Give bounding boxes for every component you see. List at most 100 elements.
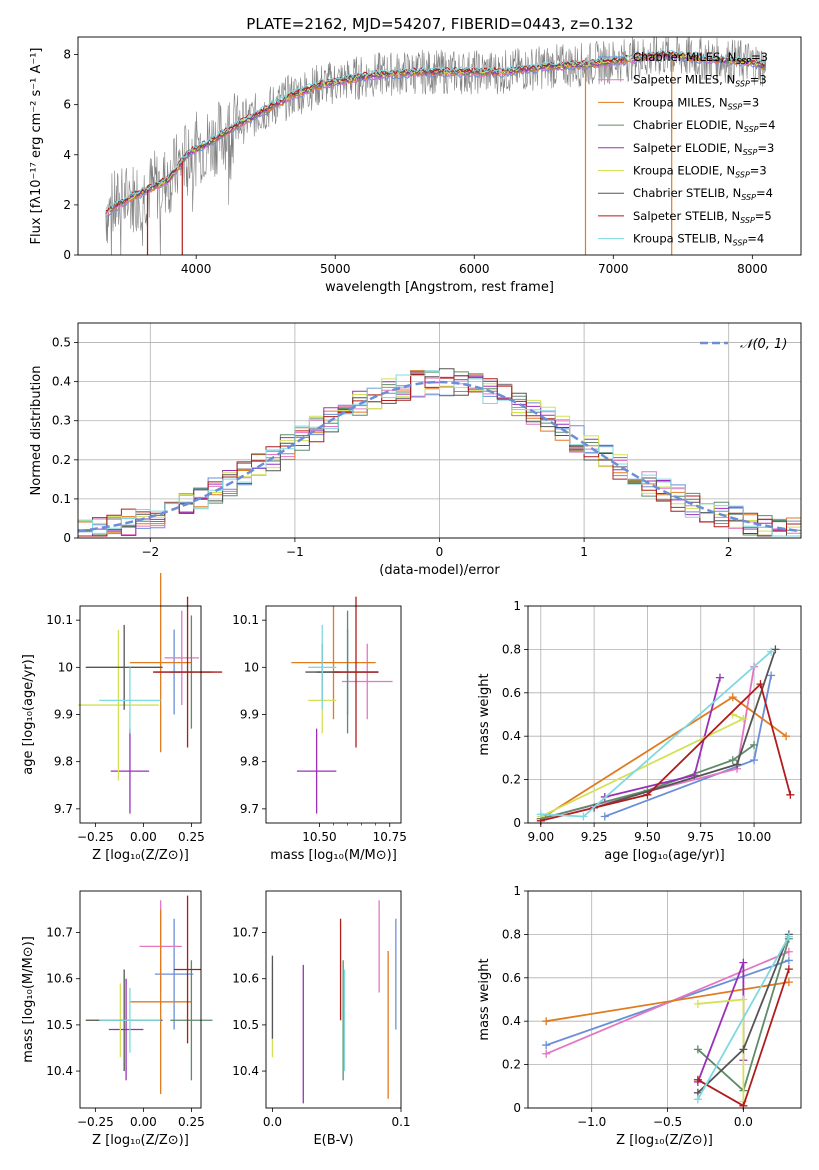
y-tick-label: 0.8 bbox=[502, 642, 521, 656]
model-spectrum-line bbox=[105, 49, 766, 212]
x-tick-label: −1 bbox=[286, 545, 304, 559]
data-point-marker bbox=[693, 999, 702, 1008]
x-axis-label: Z [log₁₀(Z/Z⊙)] bbox=[616, 1133, 713, 1148]
plot-area bbox=[85, 895, 213, 1095]
legend-label-suffix: =4 bbox=[747, 232, 764, 246]
data-point-marker bbox=[784, 965, 793, 974]
chart-panel-weight-vs-Z: −1.0 −0.5 0.0 0 0.2 0.4 0.6 0.8 1 Z [log₁₀(Z/Z⊙)]… bbox=[477, 884, 802, 1148]
x-tick-label: 0.25 bbox=[178, 830, 205, 844]
axes-frame bbox=[265, 890, 402, 1109]
legend-label-name: Chabrier STELIB, N bbox=[633, 186, 741, 200]
plot-panels: 4000 5000 6000 7000 8000 0 2 4 6 8 wavelength [Ang… bbox=[21, 36, 802, 1148]
plot-area bbox=[105, 37, 767, 255]
x-tick-label: −2 bbox=[141, 545, 159, 559]
x-tick-label: 10.75 bbox=[373, 830, 407, 844]
y-tick-label: 10.5 bbox=[232, 1018, 259, 1032]
legend-label: Kroupa ELODIE, NSSP=3 bbox=[633, 164, 767, 180]
chart-panel-spectrum: 4000 5000 6000 7000 8000 0 2 4 6 8 wavelength [Ang… bbox=[29, 36, 802, 295]
x-tick-label: 0.0 bbox=[734, 1115, 753, 1129]
y-axis-label: mass [log₁₀(M/M⊙)] bbox=[21, 936, 36, 1063]
x-axis-label: E(B-V) bbox=[313, 1133, 353, 1148]
y-tick-label: 0.2 bbox=[502, 773, 521, 787]
data-point-marker bbox=[784, 947, 793, 956]
y-tick-label: 0.5 bbox=[52, 336, 71, 350]
legend-label: Kroupa MILES, NSSP=3 bbox=[633, 95, 759, 111]
series-line bbox=[545, 950, 790, 1055]
series-line bbox=[540, 682, 792, 822]
y-tick-label: 0 bbox=[63, 531, 71, 545]
data-point-marker bbox=[771, 645, 780, 654]
y-axis-label: Flux [fλ10⁻¹⁷ erg cm⁻² s⁻¹ A⁻¹] bbox=[29, 48, 44, 245]
y-tick-label: 0.4 bbox=[52, 375, 71, 389]
legend-label-sub: SSP bbox=[733, 239, 748, 248]
y-tick-label: 4 bbox=[63, 148, 71, 162]
x-tick-label: 1 bbox=[580, 545, 588, 559]
histogram-step bbox=[78, 372, 801, 537]
x-axis-label: Z [log₁₀(Z/Z⊙)] bbox=[92, 848, 189, 863]
legend-label-suffix: =4 bbox=[759, 118, 776, 132]
legend-label: Chabrier ELODIE, NSSP=4 bbox=[633, 118, 775, 134]
y-axis-label: Normed distribution bbox=[29, 366, 44, 496]
legend-label-sub: SSP bbox=[728, 102, 743, 111]
legend-label-name: Kroupa MILES, N bbox=[633, 95, 728, 109]
data-point-marker bbox=[733, 760, 742, 769]
legend-label-suffix: =3 bbox=[750, 164, 767, 178]
y-tick-label: 10.4 bbox=[46, 1064, 73, 1078]
plot-area bbox=[291, 596, 393, 814]
legend-label-sub: SSP bbox=[736, 57, 751, 66]
model-spectrum-line bbox=[105, 49, 766, 210]
y-tick-label: 10.6 bbox=[46, 972, 73, 986]
data-point-marker bbox=[750, 756, 759, 765]
y-tick-label: 10.6 bbox=[232, 972, 259, 986]
legend-label: Kroupa STELIB, NSSP=4 bbox=[633, 232, 764, 248]
y-tick-label: 0.2 bbox=[502, 1058, 521, 1072]
data-point-marker bbox=[693, 1045, 702, 1054]
x-tick-label: 9.50 bbox=[634, 830, 661, 844]
legend-label-suffix: =3 bbox=[742, 95, 759, 109]
plot-area bbox=[536, 645, 795, 825]
legend-label-sub: SSP bbox=[735, 171, 750, 180]
y-tick-label: 10.7 bbox=[232, 926, 259, 940]
data-point-marker bbox=[786, 790, 795, 799]
y-tick-label: 0.2 bbox=[52, 453, 71, 467]
x-tick-label: 0.1 bbox=[391, 1115, 410, 1129]
x-axis-label: wavelength [Angstrom, rest frame] bbox=[325, 280, 554, 295]
x-tick-label: 4000 bbox=[181, 262, 212, 276]
data-point-marker bbox=[542, 1041, 551, 1050]
data-point-marker bbox=[739, 995, 748, 1004]
y-tick-label: 6 bbox=[63, 98, 71, 112]
figure-title: PLATE=2162, MJD=54207, FIBERID=0443, z=0… bbox=[246, 15, 633, 33]
x-tick-label: −0.25 bbox=[77, 1115, 114, 1129]
y-tick-label: 0.6 bbox=[502, 686, 521, 700]
x-tick-label: 6000 bbox=[459, 262, 490, 276]
data-point-marker bbox=[739, 1045, 748, 1054]
data-point-marker bbox=[784, 932, 793, 941]
x-axis-label: mass [log₁₀(M/M⊙)] bbox=[270, 848, 397, 863]
axes-frame bbox=[79, 605, 202, 824]
x-tick-label: 10.50 bbox=[302, 830, 336, 844]
x-axis-label: (data-model)/error bbox=[379, 563, 500, 578]
axes-frame bbox=[265, 605, 402, 824]
legend-label: Chabrier MILES, NSSP=3 bbox=[633, 50, 768, 66]
data-point-marker bbox=[784, 956, 793, 965]
y-tick-label: 0.6 bbox=[502, 971, 521, 985]
axes-frame bbox=[79, 890, 202, 1109]
legend-label-name: Kroupa ELODIE, N bbox=[633, 164, 735, 178]
y-tick-label: 0.4 bbox=[502, 1014, 521, 1028]
y-tick-label: 2 bbox=[63, 198, 71, 212]
x-tick-label: 9.25 bbox=[581, 830, 608, 844]
legend-label: 𝒩(0, 1) bbox=[740, 337, 787, 352]
data-point-marker bbox=[728, 693, 737, 702]
data-point-marker bbox=[784, 978, 793, 987]
legend-label-sub: SSP bbox=[744, 125, 759, 134]
x-tick-label: 0.25 bbox=[178, 1115, 205, 1129]
axes-frame bbox=[527, 605, 802, 824]
plot-area bbox=[271, 900, 397, 1104]
data-point-marker bbox=[600, 812, 609, 821]
y-tick-label: 10.5 bbox=[46, 1018, 73, 1032]
plot-area bbox=[542, 930, 793, 1110]
x-tick-label: 9.75 bbox=[687, 830, 714, 844]
legend-label-suffix: =3 bbox=[757, 141, 774, 155]
